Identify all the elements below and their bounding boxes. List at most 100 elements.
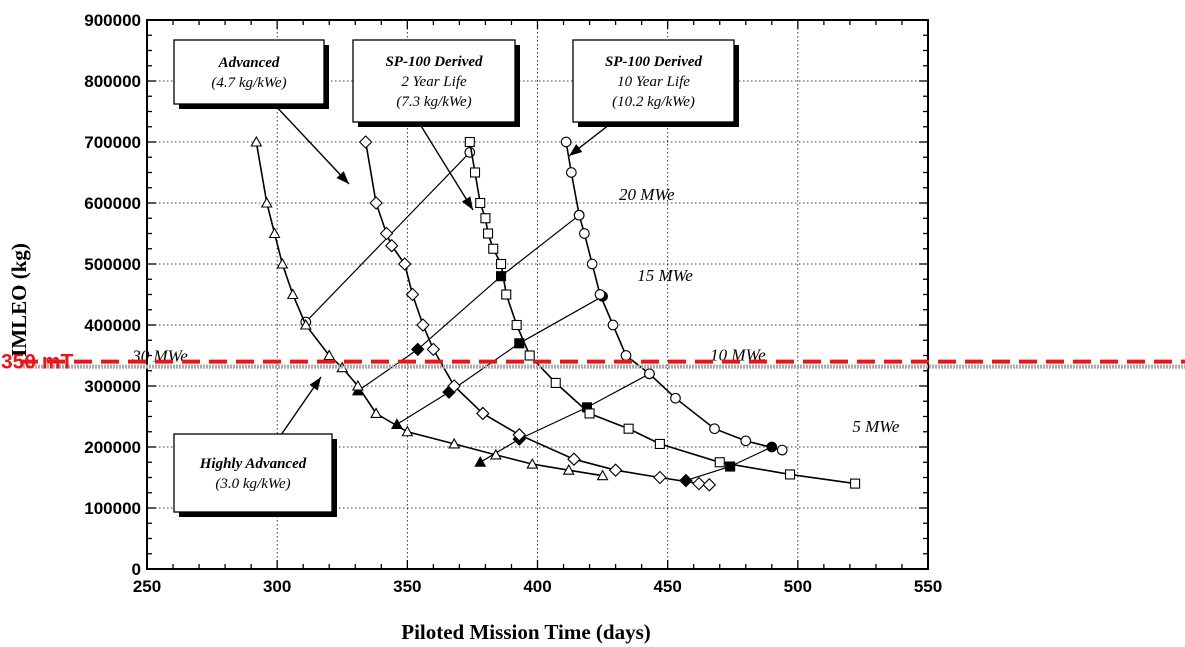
series — [250, 135, 861, 492]
series-diamond — [358, 135, 717, 492]
label-box: Highly Advanced (3.0 kg/kWe) — [173, 433, 337, 517]
square-marker — [475, 197, 486, 209]
arrow-shaft — [272, 102, 350, 185]
triangle-marker — [250, 135, 263, 147]
y-tick-label: 0 — [132, 560, 141, 579]
box-text-line: (7.3 kg/kWe) — [396, 94, 471, 110]
x-axis-label: Piloted Mission Time (days) — [401, 620, 651, 644]
triangle-marker — [401, 425, 414, 437]
label-box: SP-100 Derived 2 Year Life (7.3 kg/kWe) — [352, 39, 520, 127]
series-square — [464, 136, 861, 489]
circle-marker — [579, 228, 590, 239]
triangle-marker — [562, 464, 575, 475]
diamond-marker — [692, 476, 706, 491]
y-tick-label: 600000 — [84, 194, 141, 213]
triangle-marker — [448, 437, 461, 449]
x-tick-label: 250 — [133, 577, 161, 596]
y-axis-label: IMLEO (kg) — [7, 243, 31, 357]
triangle-marker — [323, 349, 336, 361]
triangle-marker — [276, 257, 289, 269]
y-tick-label: 900000 — [84, 11, 141, 30]
square-marker — [482, 228, 494, 239]
x-tick-label: 350 — [393, 577, 421, 596]
circle-marker — [776, 444, 788, 456]
circle-marker — [573, 209, 585, 221]
label-box: SP-100 Derived 10 Year Life (10.2 kg/kWe) — [572, 39, 739, 127]
diamond-marker — [397, 257, 412, 271]
power-label: 20 MWe — [619, 185, 675, 204]
y-tick-label: 300000 — [84, 377, 141, 396]
square-marker — [496, 258, 507, 270]
ticks: 250 300 350 400 450 500 550 0 100000 200000 300000… — [84, 11, 942, 596]
y-tick-label: 100000 — [84, 499, 141, 518]
arrow-head — [569, 144, 583, 156]
series-line — [255, 141, 603, 477]
diamond-marker — [702, 478, 717, 492]
triangle-marker — [526, 457, 539, 469]
square-marker — [850, 478, 861, 489]
triangle-marker — [489, 448, 502, 460]
arrow-head — [309, 377, 321, 391]
circle-marker — [620, 350, 632, 361]
circle-marker — [594, 289, 606, 300]
triangle-marker — [474, 456, 487, 467]
square-marker — [480, 213, 491, 224]
arrow-head — [336, 171, 349, 184]
x-tick-label: 300 — [263, 577, 291, 596]
circle-marker — [670, 392, 681, 404]
power-line — [479, 373, 650, 463]
diamond-marker — [379, 226, 394, 241]
square-marker — [550, 377, 561, 389]
x-tick-label: 450 — [653, 577, 681, 596]
box-text-line: Advanced — [218, 55, 280, 71]
power-lines — [300, 147, 778, 488]
square-marker — [469, 167, 481, 178]
x-tick-label: 550 — [914, 577, 942, 596]
y-tick-label: 500000 — [84, 255, 141, 274]
box-text-line: SP-100 Derived — [385, 54, 483, 70]
triangle-marker — [370, 407, 383, 419]
diamond-marker — [410, 342, 425, 357]
circle-marker — [740, 435, 752, 447]
label-box: Advanced (4.7 kg/kWe) — [173, 39, 329, 109]
diamond-marker — [567, 452, 581, 466]
box-frame — [173, 39, 325, 105]
triangle-marker — [286, 288, 299, 300]
box-text-line: 2 Year Life — [401, 74, 467, 90]
triangle-marker — [268, 227, 281, 239]
square-marker — [584, 408, 595, 419]
reference-line-label: 350 mT — [1, 351, 74, 374]
y-tick-label: 200000 — [84, 438, 141, 457]
square-marker — [501, 289, 512, 300]
arrow-shaft — [417, 120, 474, 211]
diamond-marker — [476, 406, 490, 421]
power-line — [357, 214, 580, 392]
square-marker — [524, 350, 535, 361]
square-marker — [511, 319, 522, 331]
x-tick-label: 500 — [784, 577, 812, 596]
triangle-marker — [596, 469, 609, 481]
diamond-marker — [679, 473, 693, 488]
y-tick-label: 800000 — [84, 72, 141, 91]
y-tick-label: 700000 — [84, 133, 141, 152]
diamond-marker — [608, 463, 623, 477]
diamond-marker — [512, 428, 527, 442]
arrow-head — [461, 196, 473, 210]
circle-marker — [644, 368, 655, 380]
diamond-marker — [358, 135, 373, 149]
circle-marker — [586, 258, 598, 270]
triangle-marker — [260, 196, 273, 208]
square-marker — [464, 136, 475, 148]
box-text-line: SP-100 Derived — [605, 54, 703, 70]
box-text-line: Highly Advanced — [199, 456, 307, 472]
diamond-marker — [369, 196, 383, 210]
diamond-marker — [447, 379, 461, 393]
triangle-marker — [299, 318, 312, 330]
circle-marker — [607, 319, 619, 331]
circle-marker — [560, 136, 572, 148]
reference-line: 350 mT — [1, 351, 1185, 374]
square-marker — [784, 469, 796, 480]
series-triangle — [250, 135, 609, 481]
